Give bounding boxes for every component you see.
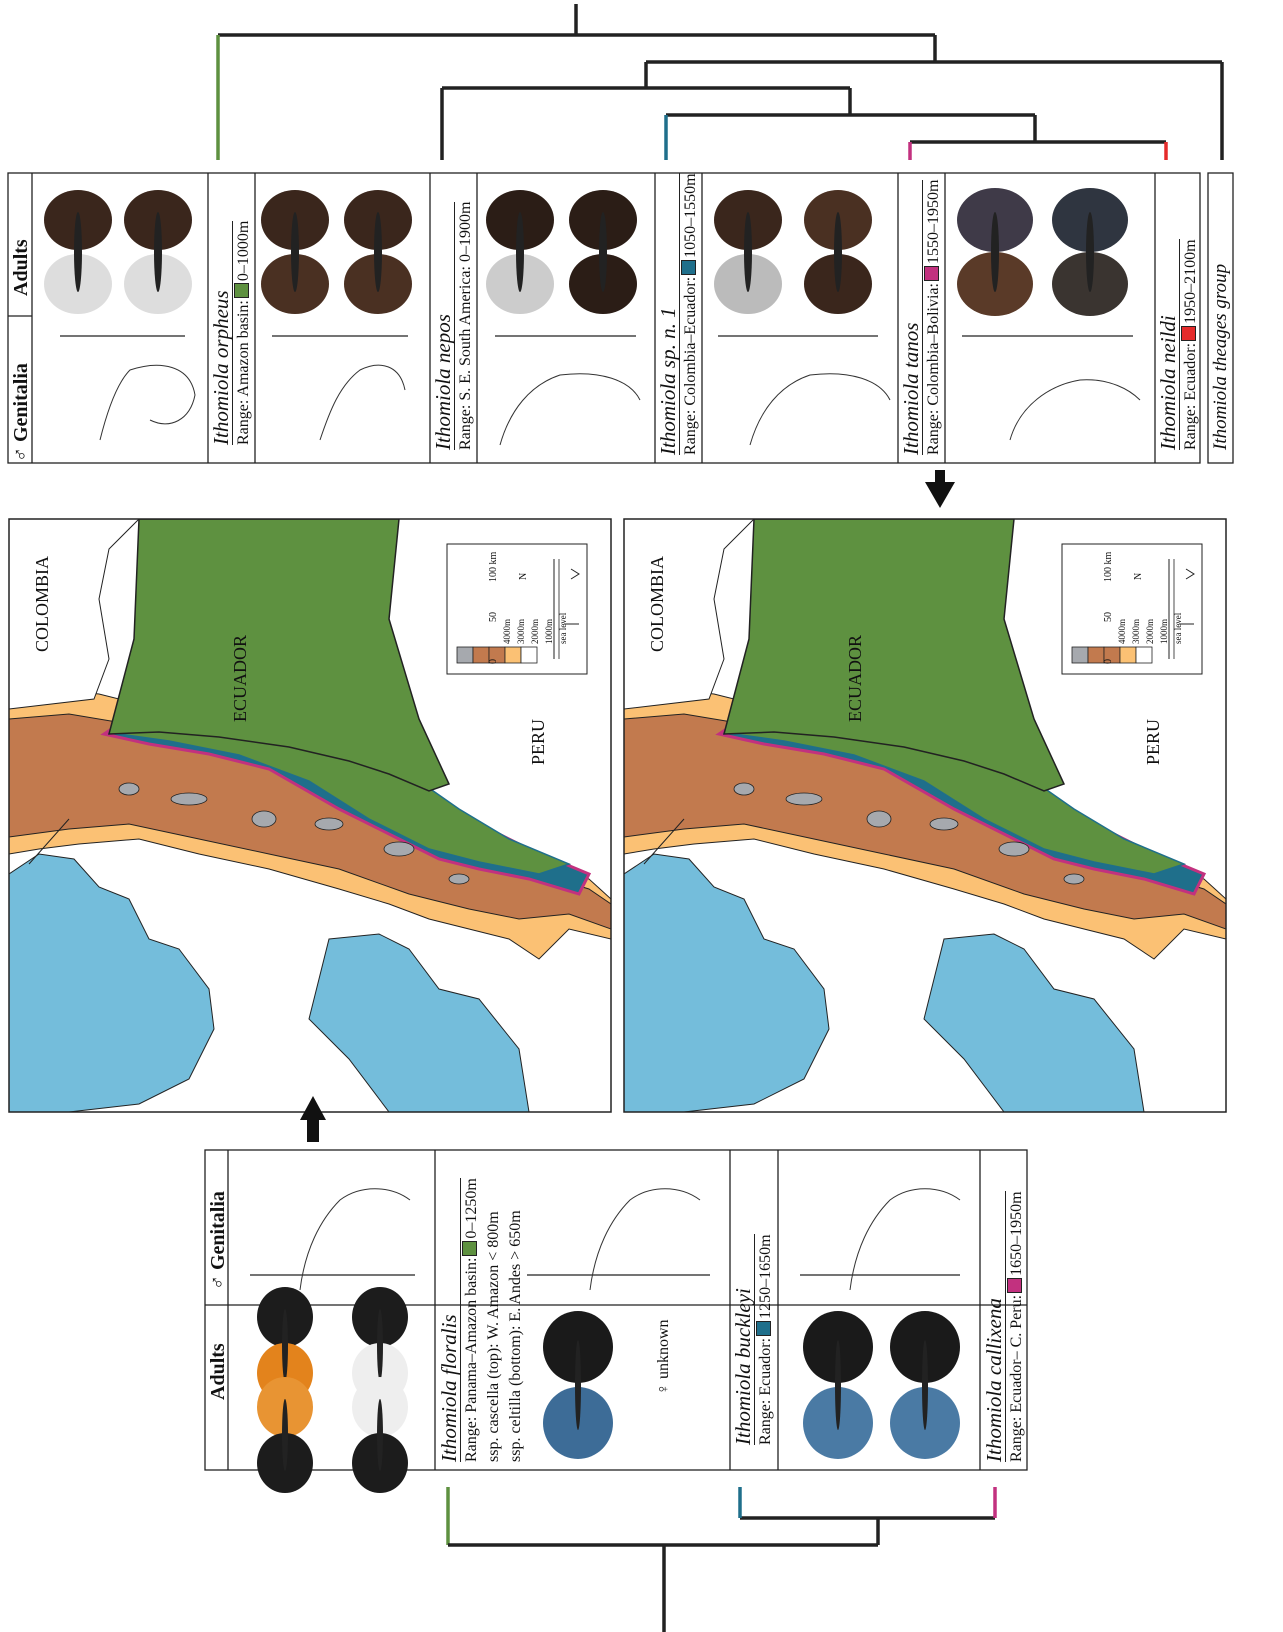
species-label-neildi: Ithomiola neildi Range: Ecuador:1950–210… xyxy=(1156,239,1202,450)
color-swatch-teal xyxy=(681,259,696,275)
species-label-tanos: Ithomiola tanos Range: Colombia–Bolivia:… xyxy=(899,179,945,455)
map-left-peru: PERU xyxy=(528,718,548,765)
bottom-genitalia-drawings xyxy=(299,1188,961,1291)
species-label-nepos: Ithomiola nepos Range: S. E. South Ameri… xyxy=(431,201,477,450)
top-adult-specimens xyxy=(44,188,1128,316)
color-swatch-green xyxy=(234,283,249,299)
species-label-sp-n-1: Ithomiola sp. n. 1 Range: Colombia–Ecuad… xyxy=(656,173,702,455)
theages-group-label: Ithomiola theages group xyxy=(1210,263,1231,450)
buckleyi-female-unknown: ♀ unknown xyxy=(655,1319,672,1395)
map-right-peru: PERU xyxy=(1143,718,1163,765)
species-name: Ithomiola orpheus xyxy=(209,290,233,445)
top-adults-header: Adults xyxy=(10,239,32,296)
map-right-ecuador: ECUADOR xyxy=(845,634,865,722)
species-label-floralis: Ithomiola floralis Range: Panama–Amazon … xyxy=(437,1178,524,1462)
color-swatch-magenta xyxy=(924,266,939,282)
top-species-table xyxy=(7,172,1234,464)
bottom-genitalia-header: ♂ Genitalia xyxy=(207,1191,229,1290)
bottom-adults-header: Adults xyxy=(207,1343,229,1400)
top-phylogeny-tree xyxy=(216,4,1224,160)
bottom-adult-specimens xyxy=(257,1287,960,1493)
bottom-species-table xyxy=(204,1149,1028,1471)
bottom-phylogeny-tree xyxy=(446,1487,997,1632)
species-label-orpheus: Ithomiola orpheus Range: Amazon basin:0–… xyxy=(209,220,255,445)
arrow-down-icon xyxy=(925,470,955,508)
map-left xyxy=(8,518,612,1113)
map-left-ecuador: ECUADOR xyxy=(230,634,250,722)
top-genitalia-drawings xyxy=(99,364,1141,446)
species-label-callixena: Ithomiola callixena Range: Ecuador– C. P… xyxy=(982,1191,1028,1462)
top-genitalia-header: ♂ Genitalia xyxy=(10,363,32,462)
color-swatch-red xyxy=(1181,325,1196,341)
map-right-colombia: COLOMBIA xyxy=(647,555,667,652)
map-left-colombia: COLOMBIA xyxy=(32,555,52,652)
map-right xyxy=(623,518,1227,1113)
species-label-buckleyi: Ithomiola buckleyi Range: Ecuador:1250–1… xyxy=(731,1234,777,1445)
arrow-up-icon xyxy=(300,1096,326,1142)
